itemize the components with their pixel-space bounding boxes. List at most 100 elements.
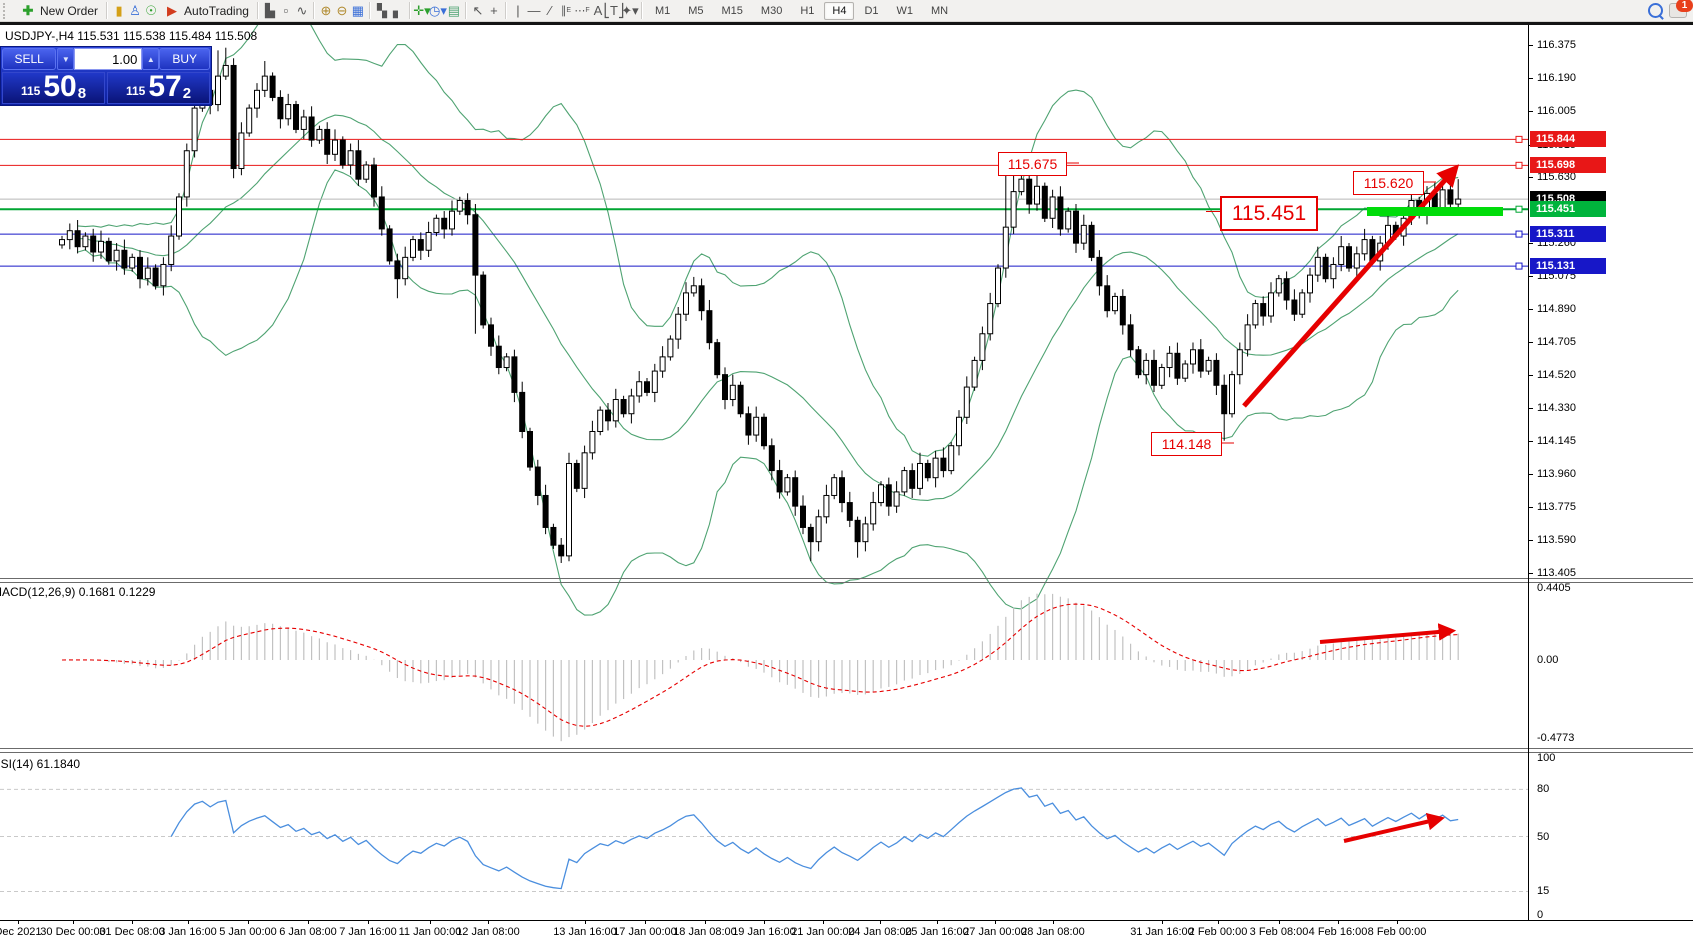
bid-quote[interactable]: 115 50 8	[2, 72, 105, 104]
timeframe-m1[interactable]: M1	[654, 4, 671, 17]
drawn-objects[interactable]	[1065, 162, 1503, 843]
time-tick	[132, 920, 133, 924]
time-tick-label: 13 Jan 16:00	[553, 926, 617, 938]
time-tick	[764, 920, 765, 924]
price-tick-label: 114.330	[1537, 402, 1576, 415]
bar-chart-icon[interactable]: ▙	[264, 2, 275, 18]
auto-scroll-icon[interactable]: ▚	[376, 2, 387, 18]
trendline-icon[interactable]: ∕	[548, 2, 552, 18]
trend-arrow[interactable]	[1343, 813, 1446, 843]
text-label-icon[interactable]: ⎣T⎦	[603, 2, 625, 18]
rsi-axis-label: 15	[1537, 885, 1550, 898]
price-tick-label: 114.705	[1537, 335, 1576, 348]
price-tick	[1529, 507, 1533, 508]
price-badge: 115.311	[1530, 226, 1606, 243]
buy-button[interactable]: BUY	[159, 48, 210, 70]
toolbar: ✚ New Order ▮ ♙ ☉ ▶ AutoTrading ▙ ▫ ∿ ⊕ …	[0, 0, 1693, 22]
timeframe-m5[interactable]: M5	[688, 4, 704, 17]
time-tick-label: 19 Jan 16:00	[732, 926, 796, 938]
macd-axis-label: 0.00	[1537, 654, 1559, 666]
timeframe-d1[interactable]: D1	[864, 4, 879, 17]
price-tick	[1529, 572, 1533, 574]
rsi-axis-label: 50	[1537, 830, 1550, 843]
price-annotation[interactable]: 115.451	[1220, 196, 1318, 231]
community-icon[interactable]: ♙	[129, 2, 141, 18]
time-tick-label: 4 Feb 16:00	[1308, 926, 1368, 938]
volume-up-button[interactable]: ▲	[142, 48, 160, 70]
vertical-line-icon[interactable]: |	[516, 2, 520, 18]
chart-shift-icon[interactable]: ▖	[392, 2, 403, 18]
ask-quote[interactable]: 115 57 2	[107, 72, 210, 104]
price-tick	[1529, 374, 1533, 376]
time-tick-label: 6 Jan 08:00	[279, 926, 337, 938]
pane-separator[interactable]	[0, 578, 1693, 579]
period-clock-icon[interactable]: ◷▾	[429, 2, 447, 18]
crosshair-icon[interactable]: +	[490, 2, 498, 18]
time-tick-label: 30 Dec 00:00	[40, 926, 106, 938]
zoom-in-icon[interactable]: ⊕	[320, 2, 332, 18]
timeframe-m15[interactable]: M15	[721, 4, 743, 17]
toolbar-grip[interactable]	[3, 2, 12, 19]
pane-separator[interactable]	[0, 582, 1693, 583]
ask-prefix: 115	[125, 84, 146, 98]
timeframe-h4[interactable]: H4	[824, 1, 855, 20]
timeframe-w1[interactable]: W1	[896, 4, 914, 17]
pane-separator[interactable]	[0, 748, 1693, 749]
time-tick	[995, 920, 996, 924]
time-tick-label: 31 Jan 16:00	[1130, 926, 1194, 938]
price-tick-label: 114.145	[1537, 435, 1576, 448]
time-tick	[73, 920, 74, 924]
signals-icon[interactable]: ☉	[145, 2, 157, 18]
volume-input[interactable]	[74, 48, 143, 70]
price-tick	[1529, 474, 1533, 476]
tile-windows-icon[interactable]: ▦	[351, 2, 365, 18]
line-chart-icon[interactable]: ∿	[296, 2, 308, 18]
time-tick	[645, 920, 646, 924]
candlestick-chart-icon[interactable]: ▫	[283, 2, 289, 18]
bid-prefix: 115	[20, 84, 41, 98]
timeframe-buttons: M1 M5 M15 M30 H1 H4 D1 W1 MN	[646, 1, 957, 20]
volume-down-button[interactable]: ▼	[57, 48, 75, 70]
bollinger-bands	[77, 3, 1459, 616]
search-icon[interactable]	[1648, 3, 1664, 20]
chart-title: USDJPY-,H4 115.531 115.538 115.484 115.5…	[5, 29, 258, 43]
timeframe-m30[interactable]: M30	[760, 4, 783, 17]
time-tick	[368, 920, 369, 924]
time-tick-label: 27 Jan 00:00	[963, 926, 1027, 938]
time-tick	[308, 920, 309, 924]
new-order-button[interactable]: ✚ New Order	[15, 1, 103, 21]
time-tick	[1397, 920, 1398, 924]
highlight-bar[interactable]	[1367, 207, 1503, 216]
timeframe-h1[interactable]: H1	[800, 4, 815, 17]
deposit-icon[interactable]: ▮	[115, 2, 123, 18]
price-annotation[interactable]: 114.148	[1151, 432, 1222, 456]
zoom-out-icon[interactable]: ⊖	[336, 2, 348, 18]
time-tick	[488, 920, 489, 924]
price-tick-label: 114.890	[1537, 302, 1576, 315]
arrows-tool-icon[interactable]: ✦▾	[621, 2, 639, 18]
autotrading-button[interactable]: ▶ AutoTrading	[159, 1, 254, 21]
fibonacci-icon[interactable]: ⋯ F	[574, 4, 590, 17]
price-annotation[interactable]: 115.620	[1353, 171, 1424, 195]
channel-icon[interactable]: ∥ E	[560, 4, 572, 17]
add-indicator-icon[interactable]: ✛▾	[413, 2, 431, 18]
price-badge: 115.131	[1530, 258, 1606, 275]
text-icon[interactable]: A	[593, 2, 603, 18]
cursor-icon[interactable]: ↖	[472, 2, 484, 18]
rsi-axis-label: 100	[1537, 752, 1556, 764]
sell-button[interactable]: SELL	[2, 48, 57, 70]
price-annotation[interactable]: 115.675	[998, 152, 1067, 176]
price-tick-label: 116.375	[1537, 39, 1576, 52]
time-tick-label: 28 Jan 08:00	[1021, 926, 1085, 938]
trend-arrow[interactable]	[1319, 623, 1457, 644]
horizontal-line-icon[interactable]: —	[527, 2, 541, 18]
price-tick-label: 113.775	[1537, 501, 1576, 513]
price-tick	[1529, 539, 1533, 541]
time-tick-label: 17 Jan 00:00	[613, 926, 677, 938]
chat-icon[interactable]: 1	[1669, 0, 1693, 18]
templates-icon[interactable]: ▤	[447, 2, 461, 18]
time-tick-label: 12 Jan 08:00	[456, 926, 520, 938]
pane-separator[interactable]	[0, 752, 1693, 753]
timeframe-mn[interactable]: MN	[931, 4, 949, 17]
